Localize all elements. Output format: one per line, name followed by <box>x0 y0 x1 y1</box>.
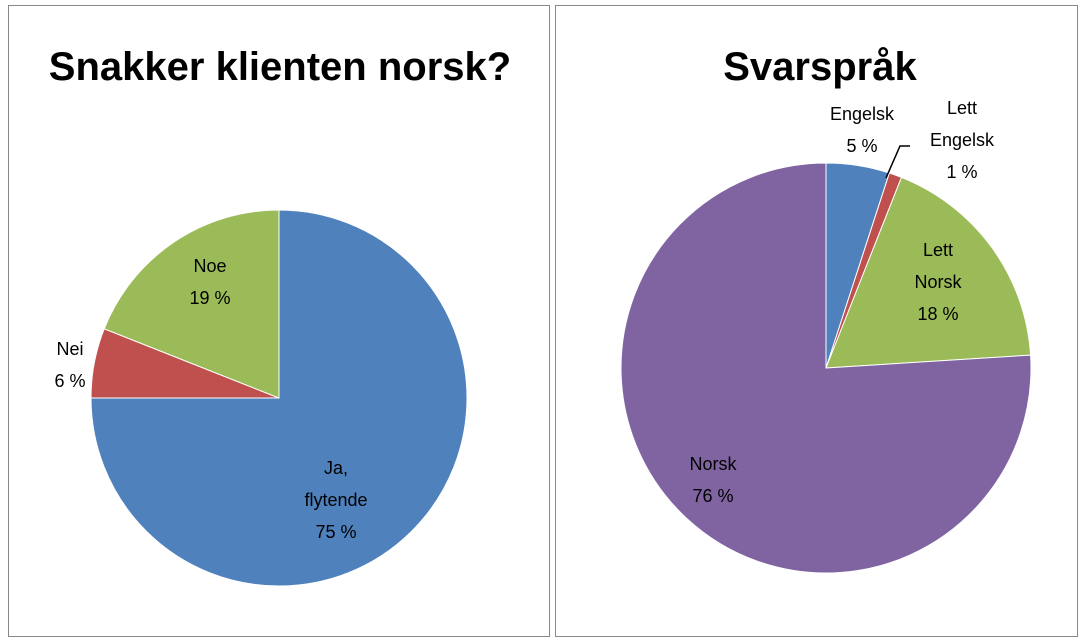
leader-line <box>885 145 910 179</box>
slice-value: 75 % <box>315 522 357 542</box>
slice-category: Lett Norsk <box>914 240 962 292</box>
chart-title: Snakker klienten norsk? <box>48 45 512 89</box>
slice-value: 6 % <box>54 371 86 391</box>
slice-value: 5 % <box>846 136 878 156</box>
slice-value: 76 % <box>692 486 734 506</box>
slice-label: Norsk 76 % <box>673 448 753 512</box>
slice-label: Nei 6 % <box>40 333 100 397</box>
slice-category: Noe <box>193 256 227 276</box>
slice-label: Ja, flytende 75 % <box>291 452 381 548</box>
slice-label: Noe 19 % <box>180 250 240 314</box>
slice-value: 18 % <box>917 304 959 324</box>
slice-category: Nei <box>56 339 84 359</box>
slice-category: Engelsk <box>829 104 895 124</box>
slice-category: Ja, flytende <box>304 458 368 510</box>
slice-label: Lett Engelsk 1 % <box>922 92 1002 188</box>
slice-value: 1 % <box>946 162 978 182</box>
pie-slice <box>103 209 280 399</box>
slice-label: Lett Norsk 18 % <box>908 234 968 330</box>
slice-category: Lett Engelsk <box>929 98 995 150</box>
pie-slice <box>825 176 1032 369</box>
slice-value: 19 % <box>189 288 231 308</box>
slice-label: Engelsk 5 % <box>817 98 907 162</box>
chart-title: Svarspråk <box>723 45 917 89</box>
slice-category: Norsk <box>689 454 737 474</box>
pie-slice <box>620 162 1032 574</box>
